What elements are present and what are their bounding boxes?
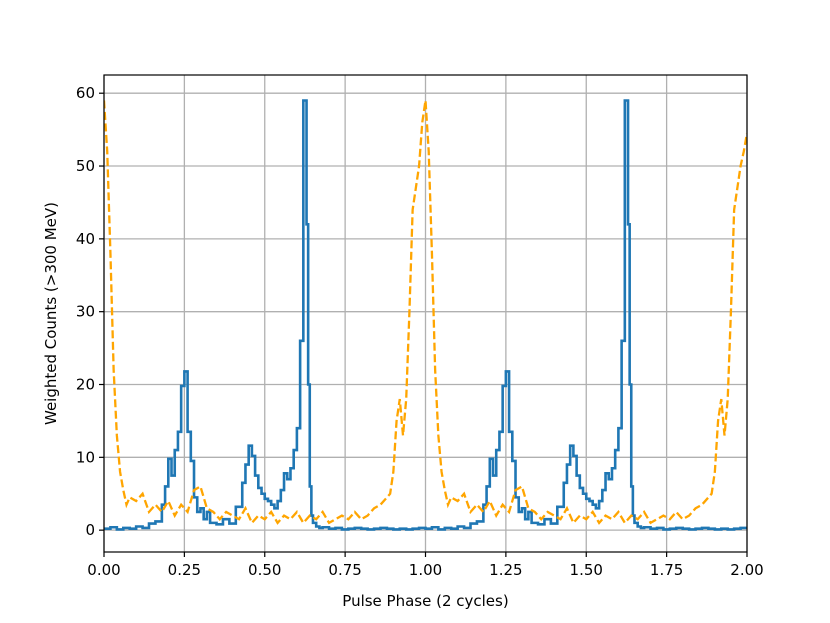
y-tick-label: 60 — [76, 84, 95, 102]
series-group — [104, 99, 747, 531]
y-tick-label: 20 — [76, 376, 95, 394]
y-tick-label: 50 — [76, 157, 95, 175]
y-tick-label: 10 — [76, 448, 95, 466]
y-tick-label: 40 — [76, 230, 95, 248]
grid — [103, 75, 748, 552]
y-axis-label: Weighted Counts (>300 MeV) — [42, 202, 60, 425]
x-tick-label: 1.25 — [489, 561, 522, 579]
x-tick-label: 2.00 — [730, 561, 763, 579]
x-axis: 0.00 0.25 0.50 0.75 1.00 1.25 1.50 1.75 2.00 — [87, 552, 764, 579]
x-tick-label: 0.75 — [328, 561, 361, 579]
y-axis: 0 10 20 30 40 50 60 — [76, 84, 104, 539]
series-line-steps — [104, 99, 747, 531]
y-tick-label: 30 — [76, 303, 95, 321]
series-layer — [104, 99, 747, 531]
x-tick-label: 1.50 — [570, 561, 603, 579]
x-tick-label: 0.50 — [248, 561, 281, 579]
x-tick-label: 1.00 — [409, 561, 442, 579]
x-axis-label: Pulse Phase (2 cycles) — [342, 592, 508, 610]
x-tick-label: 0.25 — [168, 561, 201, 579]
x-tick-label: 1.75 — [650, 561, 683, 579]
y-tick-label: 0 — [85, 521, 95, 539]
x-tick-label: 0.00 — [87, 561, 120, 579]
